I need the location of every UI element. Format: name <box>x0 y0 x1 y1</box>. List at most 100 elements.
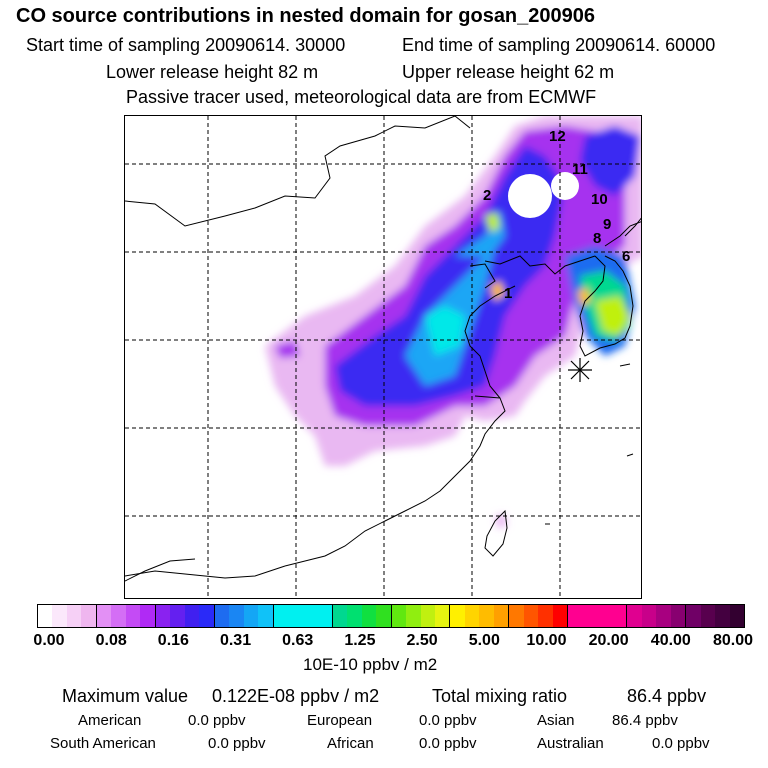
color-scale-swatch <box>509 605 524 627</box>
color-scale-tick-label: 0.31 <box>219 632 252 649</box>
color-scale-swatch <box>302 605 318 627</box>
color-scale-swatch <box>670 605 686 627</box>
region-label-11: 11 <box>572 161 588 178</box>
color-scale-swatch <box>288 605 303 627</box>
total-mixing-ratio-label: Total mixing ratio <box>432 686 568 706</box>
receptor-site-marker <box>568 358 592 382</box>
region-name-asian: Asian <box>537 712 575 729</box>
color-scale-swatch <box>376 605 391 627</box>
color-scale-swatch <box>140 605 155 627</box>
region-value-american: 0.0 ppbv <box>188 712 246 729</box>
color-scale-segment <box>568 605 628 627</box>
color-scale-tick-label: 1.25 <box>344 632 376 649</box>
color-scale-tick-label: 10.00 <box>526 632 567 649</box>
region-value-african: 0.0 ppbv <box>419 735 477 752</box>
color-scale-swatch <box>184 605 200 627</box>
color-scale-swatch <box>361 605 377 627</box>
color-scale-swatch <box>538 605 553 627</box>
color-scale-swatch <box>464 605 480 627</box>
end-time-label: End time of sampling 20090614. 60000 <box>402 35 716 55</box>
color-scale-swatch <box>391 605 407 627</box>
color-scale-swatch <box>582 605 598 627</box>
tracer-note: Passive tracer used, meteorological data… <box>126 87 597 107</box>
region-label-8: 8 <box>593 230 601 247</box>
map-title: CO source contributions in nested domain… <box>16 5 596 27</box>
map-canvas: 12 11 10 9 8 2 6 1 <box>125 116 641 598</box>
color-scale-segment <box>686 605 745 627</box>
color-scale-swatch <box>38 605 53 627</box>
color-scale-swatch <box>214 605 230 627</box>
color-scale-tick-label: 40.00 <box>650 632 691 649</box>
region-value-asian: 86.4 ppbv <box>612 712 678 729</box>
region-name-australian: Australian <box>537 735 604 752</box>
region-name-european: European <box>307 712 373 729</box>
color-scale-swatch <box>155 605 171 627</box>
color-scale-swatch <box>199 605 214 627</box>
region-labels: 12 11 10 9 8 2 6 1 <box>483 128 630 302</box>
color-scale-swatch <box>686 605 701 627</box>
color-scale-segment <box>509 605 569 627</box>
concentration-field <box>265 116 641 528</box>
color-scale-swatch <box>434 605 450 627</box>
color-scale-swatch <box>317 605 332 627</box>
region-value-south-american: 0.0 ppbv <box>208 735 266 752</box>
color-scale-tick-label: 0.63 <box>282 632 314 649</box>
color-scale-swatch <box>715 605 730 627</box>
color-scale-tick-label: 2.50 <box>406 632 438 649</box>
color-scale-segment <box>391 605 451 627</box>
color-scale-swatch <box>81 605 96 627</box>
region-name-american: American <box>78 712 142 729</box>
color-scale-units: 10E-10 ppbv / m2 <box>303 655 438 674</box>
region-label-12: 12 <box>549 128 566 145</box>
color-scale-swatch <box>347 605 362 627</box>
total-mixing-ratio-value: 86.4 ppbv <box>627 686 707 706</box>
start-time-label: Start time of sampling 20090614. 30000 <box>26 35 346 55</box>
color-scale-swatch <box>125 605 141 627</box>
region-label-2: 2 <box>483 187 491 204</box>
color-scale-swatch <box>597 605 612 627</box>
region-name-african: African <box>327 735 374 752</box>
color-scale-swatch <box>229 605 244 627</box>
color-scale-segment <box>332 605 392 627</box>
color-scale-swatch <box>52 605 67 627</box>
map-panel: 12 11 10 9 8 2 6 1 <box>124 115 642 599</box>
color-scale-tick-label: 0.16 <box>157 632 189 649</box>
color-scale-tick-label: 5.00 <box>468 632 500 649</box>
region-name-south-american: South American <box>50 735 156 752</box>
region-label-6: 6 <box>622 248 630 265</box>
color-scale-tick-label: 80.00 <box>712 632 754 649</box>
max-value: 0.122E-08 ppbv / m2 <box>212 686 380 706</box>
region-value-european: 0.0 ppbv <box>419 712 477 729</box>
color-scale-swatch <box>700 605 716 627</box>
color-scale-segment <box>214 605 274 627</box>
color-scale-swatch <box>493 605 509 627</box>
color-scale-tick-label: 20.00 <box>588 632 629 649</box>
color-scale-swatch <box>170 605 185 627</box>
color-scale-tick-label: 0.00 <box>33 632 65 649</box>
color-scale-swatch <box>273 605 289 627</box>
region-label-1: 1 <box>504 285 512 302</box>
color-scale-segment <box>627 605 687 627</box>
color-scale-swatch <box>729 605 745 627</box>
region-label-9: 9 <box>603 216 611 233</box>
color-scale-segment <box>273 605 333 627</box>
coastlines <box>125 116 641 582</box>
region-value-australian: 0.0 ppbv <box>652 735 710 752</box>
color-scale-swatch <box>641 605 657 627</box>
color-scale-segment <box>155 605 215 627</box>
color-scale-swatch <box>243 605 259 627</box>
color-scale-segment <box>96 605 156 627</box>
color-scale-swatch <box>568 605 583 627</box>
color-scale-swatch <box>479 605 494 627</box>
color-scale-tick-label: 0.08 <box>95 632 127 649</box>
color-scale-segment <box>450 605 510 627</box>
upper-release-label: Upper release height 62 m <box>402 62 615 82</box>
color-scale-swatch <box>450 605 465 627</box>
color-scale-swatch <box>523 605 539 627</box>
color-scale-segment <box>38 605 97 627</box>
region-label-10: 10 <box>591 191 608 208</box>
color-scale-swatch <box>627 605 642 627</box>
color-scale-swatch <box>611 605 627 627</box>
color-scale-swatch <box>420 605 435 627</box>
color-scale-swatch <box>258 605 273 627</box>
